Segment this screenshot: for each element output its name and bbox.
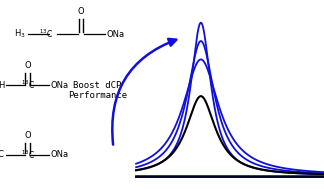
Text: $^{13}$C Frequency: $^{13}$C Frequency: [199, 187, 268, 189]
Text: $^{13}$C: $^{13}$C: [40, 28, 53, 40]
Text: H$_3$: H$_3$: [14, 28, 26, 40]
Text: O: O: [24, 61, 31, 70]
Text: O: O: [78, 7, 84, 16]
Text: $^{13}$C: $^{13}$C: [20, 79, 35, 91]
Text: O: O: [24, 131, 31, 140]
Text: ONa: ONa: [51, 150, 69, 160]
Text: H$_3$C: H$_3$C: [0, 149, 5, 161]
Text: H: H: [0, 81, 5, 90]
Text: ONa: ONa: [51, 81, 69, 90]
Text: $^{13}$C: $^{13}$C: [20, 149, 35, 161]
Text: ONa: ONa: [107, 29, 125, 39]
FancyArrowPatch shape: [112, 39, 176, 145]
Text: Boost dCP
Performance: Boost dCP Performance: [68, 81, 127, 100]
